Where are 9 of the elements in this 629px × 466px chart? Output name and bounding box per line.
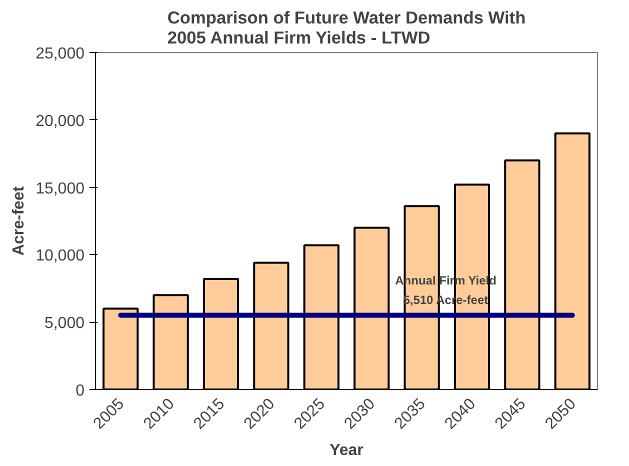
y-tick-label: 0 [76,382,85,400]
y-tick-label: 10,000 [36,248,85,265]
y-axis-title: Acre-feet [10,186,28,256]
y-tick-label: 20,000 [36,112,85,130]
y-tick-label: 5,000 [44,315,85,332]
y-tick-label: 25,000 [36,46,85,62]
chart-title: Comparison of Future Water Demands With 2005 Annual Firm Yields - LTWD [167,8,526,48]
x-axis-title: Year [330,442,364,460]
y-tick-label: 15,000 [36,180,85,198]
